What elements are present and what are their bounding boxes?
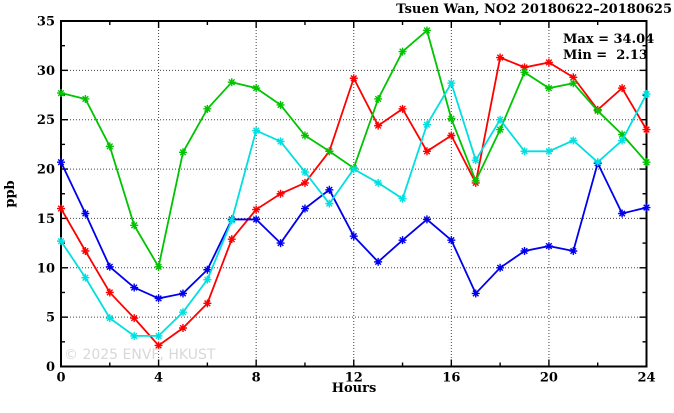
annotation-min: Min = 2.13	[563, 48, 648, 63]
y-tick-label: 5	[46, 311, 55, 326]
x-tick-label: 12	[345, 371, 363, 386]
y-tick-label: 35	[37, 15, 55, 30]
x-tick-label: 8	[252, 371, 261, 386]
x-tick-label: 0	[56, 371, 65, 386]
y-tick-label: 15	[37, 212, 55, 227]
x-tick-label: 16	[442, 371, 460, 386]
series-blue-line	[60, 160, 647, 300]
series-green-markers	[57, 26, 651, 271]
y-tick-label: 20	[37, 163, 55, 178]
series-blue-markers	[57, 158, 651, 303]
x-axis-label: Hours	[332, 381, 377, 396]
x-tick-label: 4	[154, 371, 163, 386]
y-tick-label: 30	[37, 64, 55, 79]
annotation-max: Max = 34.04	[563, 32, 654, 47]
x-tick-label: 20	[540, 371, 558, 386]
y-tick-label: 25	[37, 113, 55, 128]
y-tick-label: 10	[37, 261, 55, 276]
x-tick-label: 24	[637, 371, 655, 386]
watermark: © 2025 ENVF, HKUST	[64, 347, 216, 363]
y-tick-label: 0	[46, 360, 55, 375]
plot-area: 0 5 10 15 20 25 30 35 0 4 8 12 16 20 24	[37, 15, 656, 386]
series-cyan-markers	[57, 79, 651, 340]
chart-title: Tsuen Wan, NO2 20180622–20180625	[396, 2, 672, 17]
y-axis-label: ppb	[3, 180, 18, 207]
